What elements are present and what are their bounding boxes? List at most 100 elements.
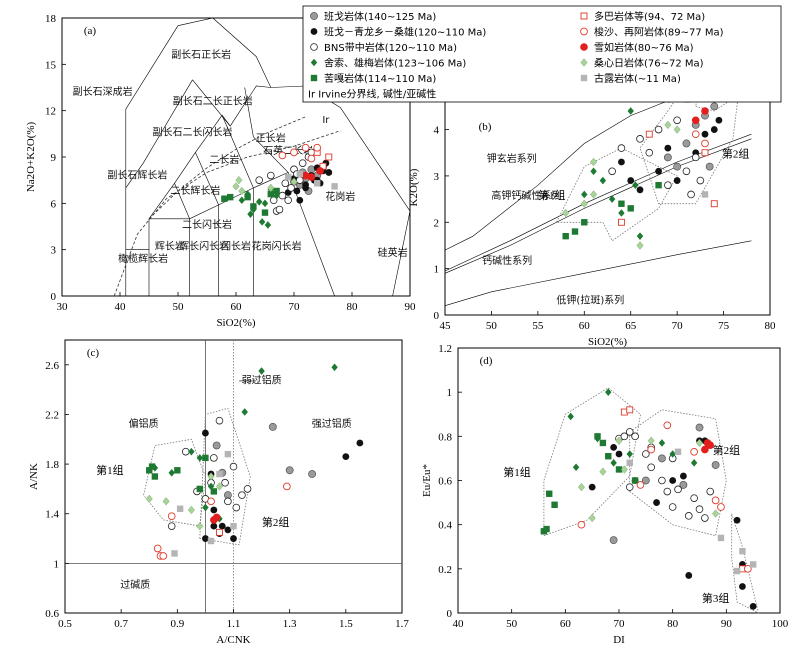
data-point-s9 — [215, 482, 223, 491]
data-point-s3 — [278, 191, 287, 200]
legend-label: 桑心日岩体(76~72 Ma) — [594, 57, 704, 70]
data-point-s2 — [325, 169, 333, 176]
x-tick-label: 70 — [672, 320, 684, 332]
legend-marker-s10 — [580, 74, 588, 82]
alkaline-boundary — [148, 116, 306, 220]
x-tick-label: 70 — [614, 618, 626, 630]
data-point-s1 — [609, 536, 618, 545]
data-point-s3 — [281, 179, 290, 188]
data-point-s4 — [590, 167, 597, 176]
x-tick-label: 0.5 — [58, 618, 72, 630]
data-point-s2 — [610, 443, 618, 451]
data-point-s4 — [627, 107, 634, 115]
y-tick-label: 0 — [51, 291, 57, 303]
data-point-s9 — [196, 521, 204, 531]
data-point-s9 — [664, 120, 672, 130]
data-point-s3 — [221, 478, 229, 487]
data-point-s5 — [174, 467, 181, 474]
group2-outline — [629, 409, 727, 537]
group-label: 第1组 — [538, 188, 566, 202]
legend-marker-s6 — [580, 12, 588, 20]
data-point-s5 — [655, 181, 662, 189]
data-point-s9 — [580, 199, 588, 208]
data-point-s4 — [264, 221, 272, 229]
data-point-s10 — [331, 183, 338, 190]
data-point-s2 — [739, 583, 746, 590]
field-label: 二长岩 — [209, 153, 239, 166]
x-tick-label: 70 — [289, 301, 301, 313]
data-point-s8 — [701, 445, 709, 454]
field-label: 副长石二长闪长岩 — [153, 125, 233, 138]
series-boundary — [444, 240, 752, 306]
field-label: 强过铝质 — [312, 417, 352, 430]
data-point-s5 — [151, 473, 159, 480]
data-point-s6 — [645, 130, 653, 138]
data-point-s3 — [298, 159, 307, 167]
data-point-s5 — [250, 203, 257, 210]
data-point-s3 — [687, 190, 695, 199]
data-point-s5 — [615, 466, 623, 473]
data-point-s7 — [167, 512, 176, 521]
data-point-s4 — [581, 190, 588, 199]
data-point-s8 — [701, 107, 709, 115]
x-tick-label: 65 — [625, 320, 637, 332]
y-tick-label: 2.2 — [45, 409, 59, 421]
data-point-s4 — [636, 232, 644, 240]
data-point-s7 — [647, 445, 656, 454]
field-label: 副长石二长正长岩 — [173, 94, 253, 107]
data-point-s3 — [255, 176, 264, 184]
y-tick-label: 1 — [54, 558, 60, 570]
group-label: 第1组 — [503, 465, 531, 479]
field-label: 弱过铝质 — [242, 373, 282, 386]
field-label: 花岗闪长岩 — [252, 240, 302, 253]
data-point-s3 — [620, 432, 629, 441]
data-point-s10 — [733, 567, 741, 575]
y-tick-label: 0.6 — [438, 476, 452, 488]
tas-field-boundary — [195, 152, 219, 206]
x-tick-label: 45 — [440, 320, 452, 332]
group1-outline — [143, 438, 206, 527]
data-point-s9 — [162, 497, 170, 506]
data-point-s1 — [679, 481, 688, 489]
y-tick-label: 3 — [51, 245, 57, 257]
y-tick-label: 0 — [434, 310, 440, 322]
y-tick-label: 1.4 — [45, 509, 59, 521]
panel-label: (a) — [84, 25, 97, 37]
x-axis-label: DI — [613, 634, 625, 646]
data-point-s3 — [215, 416, 224, 425]
group3-outline — [731, 513, 760, 614]
data-point-s2 — [615, 450, 623, 458]
data-point-s3 — [266, 171, 275, 180]
data-point-s5 — [546, 490, 553, 497]
y-tick-label: 2 — [434, 217, 440, 229]
data-point-s3 — [691, 153, 700, 162]
data-point-s2 — [618, 158, 625, 166]
data-point-s2 — [715, 116, 723, 124]
data-point-s5 — [273, 187, 280, 195]
data-point-s3 — [654, 125, 663, 134]
data-point-s3 — [668, 503, 677, 511]
legend-marker-s9 — [580, 58, 588, 67]
data-point-s3 — [682, 167, 691, 176]
data-point-s1 — [285, 466, 294, 475]
data-point-s4 — [241, 408, 248, 416]
data-point-s4 — [632, 181, 639, 189]
data-point-s1 — [212, 441, 221, 450]
data-point-s4 — [196, 454, 203, 462]
field-label: 二长闪长岩 — [182, 218, 232, 231]
data-point-s2 — [293, 187, 301, 195]
data-point-s5 — [202, 454, 209, 462]
data-point-s6 — [216, 528, 223, 536]
y-tick-label: 12 — [45, 106, 56, 118]
group1-outline — [555, 147, 678, 242]
data-point-s4 — [669, 450, 676, 458]
data-point-s10 — [296, 170, 303, 178]
data-point-s3 — [167, 522, 176, 530]
data-point-s7 — [717, 503, 725, 511]
x-tick-label: 55 — [532, 320, 544, 332]
data-point-s4 — [256, 197, 263, 206]
data-point-s5 — [267, 190, 274, 198]
data-point-s2 — [210, 506, 218, 514]
